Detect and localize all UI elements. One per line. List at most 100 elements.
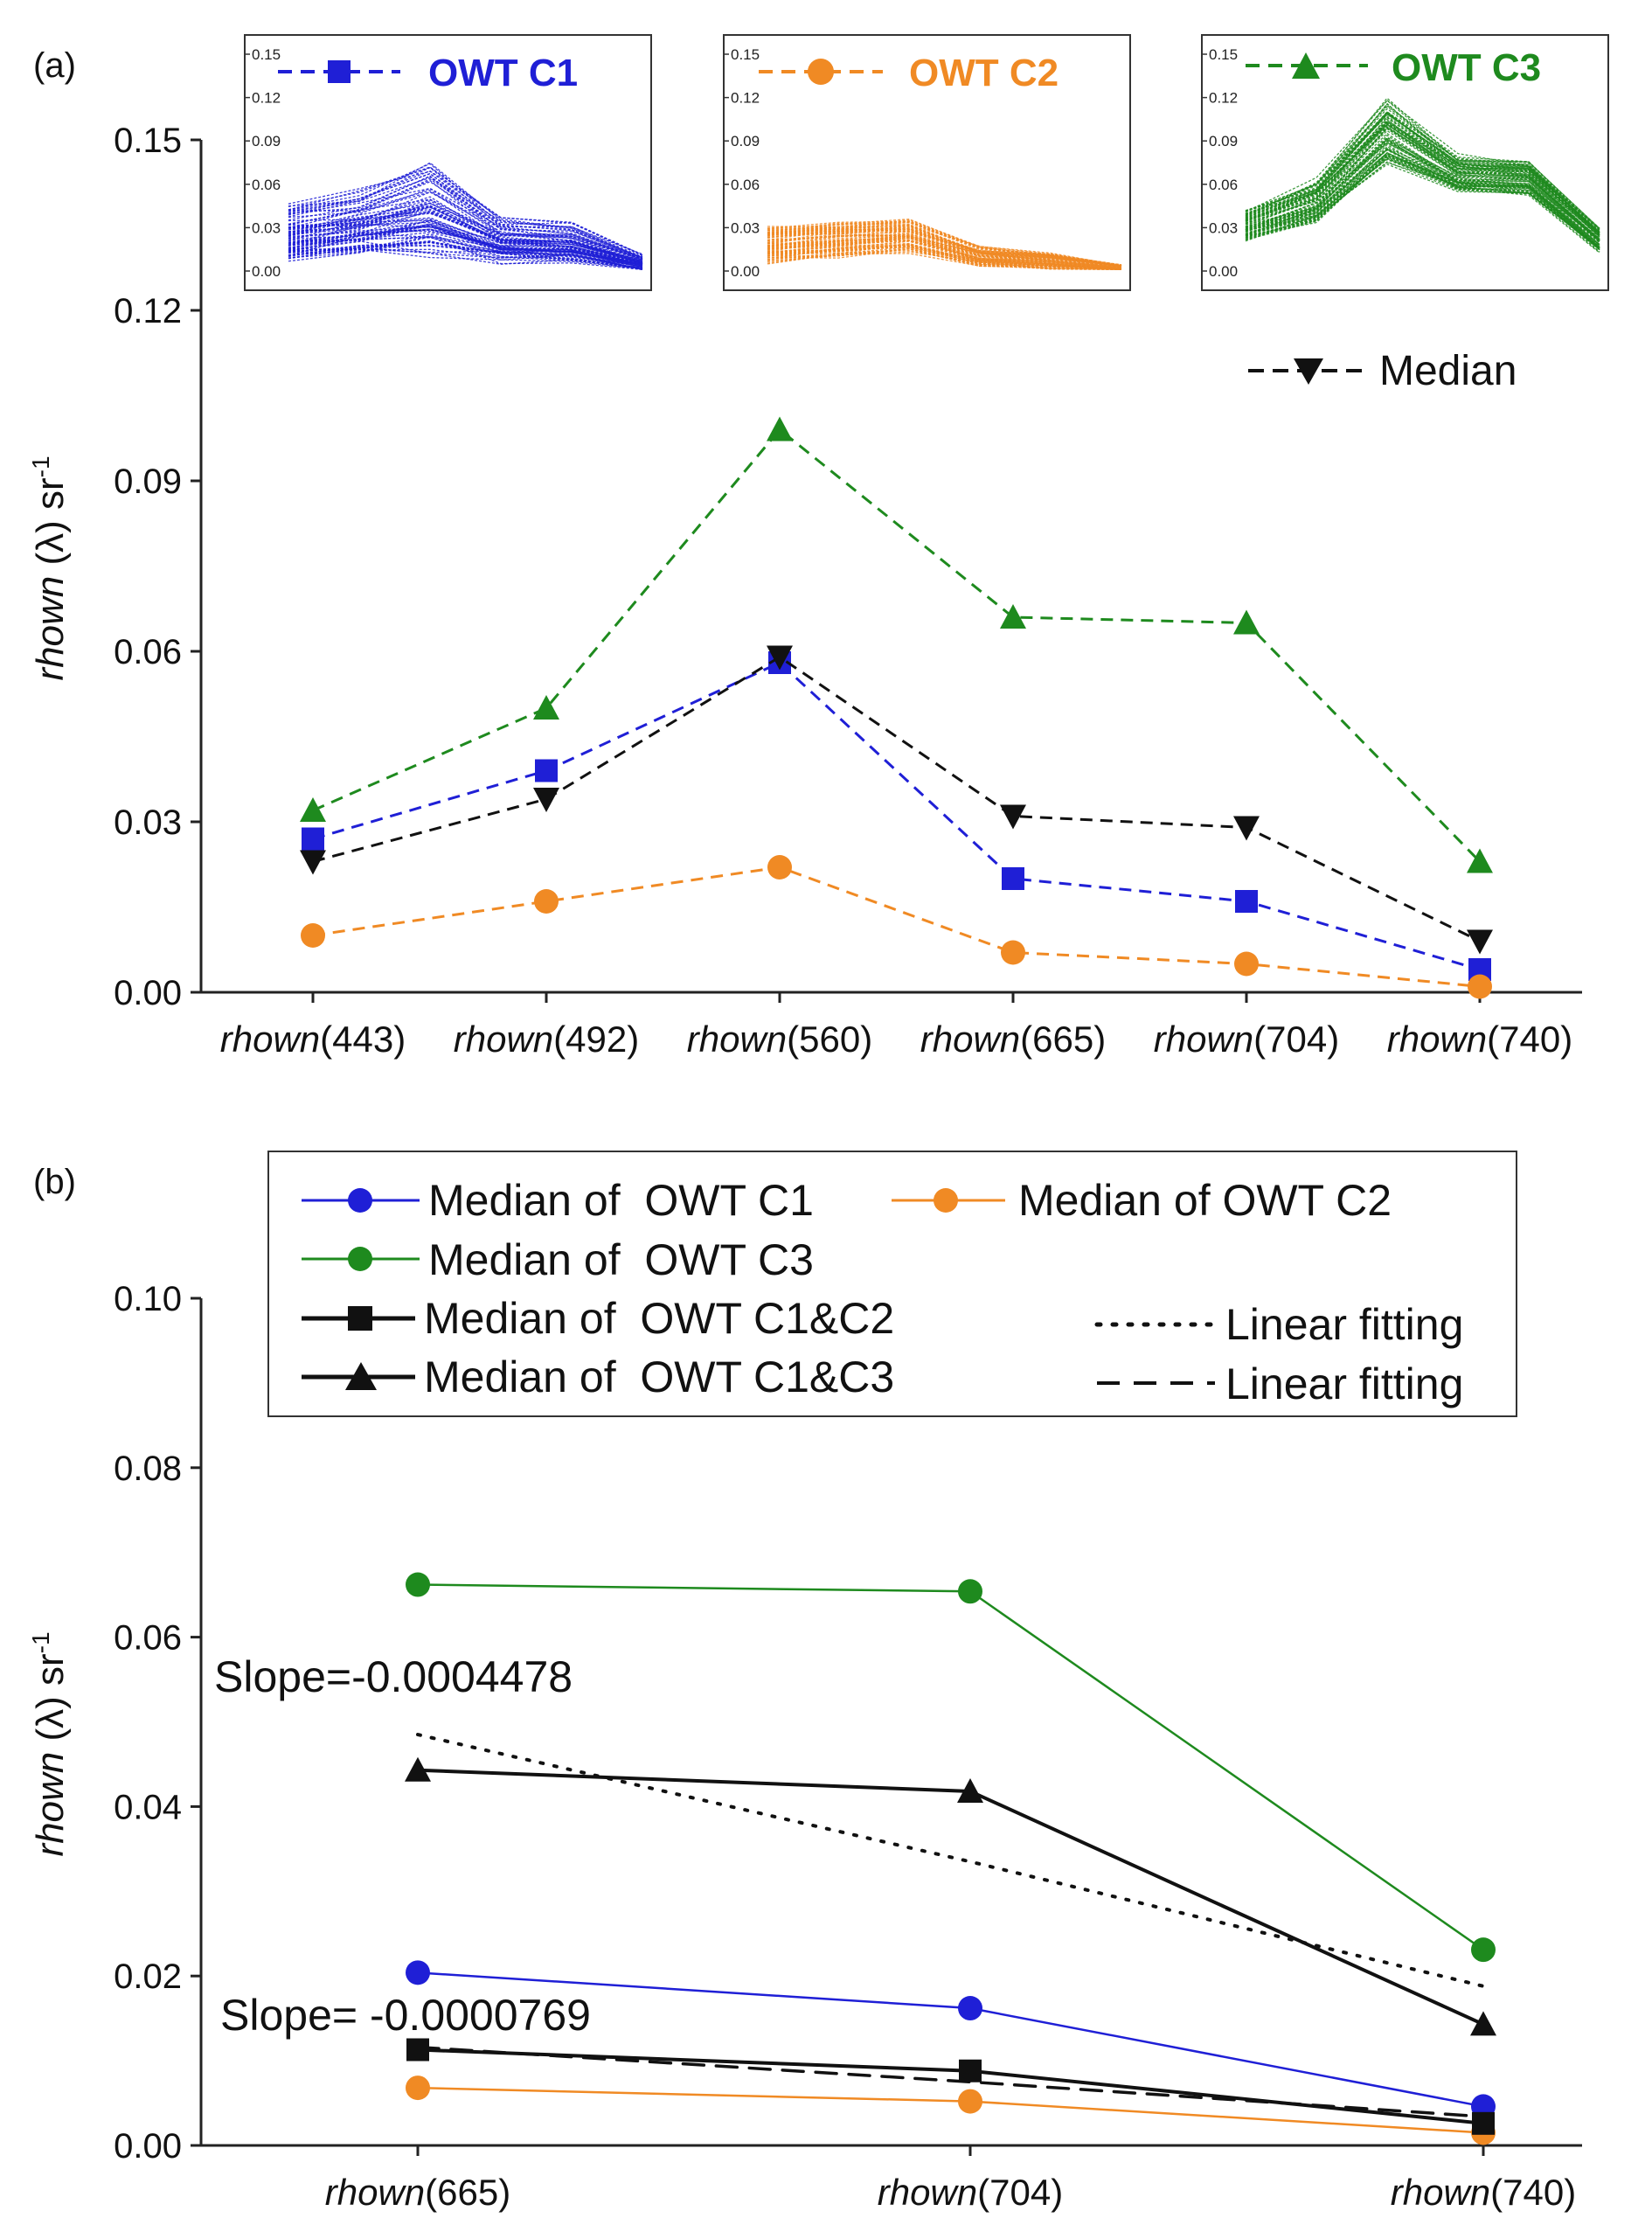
- b-ytick-label: 0.04: [114, 1788, 182, 1826]
- a-series-point: [1468, 974, 1492, 999]
- panel-b-y-axis-label: rhown (λ) sr-1: [27, 1631, 72, 1856]
- inset-spectrum: [767, 234, 1122, 268]
- a-xtick-label-suffix: (560): [787, 1019, 872, 1060]
- a-series-point: [1233, 816, 1260, 841]
- b-series-point: [959, 2059, 982, 2082]
- a-series-point: [300, 797, 326, 822]
- b-series-point: [1471, 1937, 1496, 1963]
- a-series-point: [1467, 848, 1493, 873]
- inset-owt-c3-y-ticks: 0.00 0.03 0.06 0.09 0.12 0.15: [1202, 46, 1238, 280]
- inset-spectrum: [767, 237, 1122, 268]
- b-fit-line: [416, 1733, 1485, 1988]
- inset-spectrum: [288, 223, 643, 266]
- panel-b-x-ticks: rhown(665) rhown(704) rhown(740): [325, 2145, 1576, 2213]
- inset-spectrum: [1245, 121, 1600, 238]
- a-xtick-label-prefix: rhown: [687, 1019, 787, 1060]
- a-series-line: [312, 661, 1481, 971]
- b-series-point: [1472, 2111, 1495, 2135]
- inset-spectrum: [1245, 129, 1600, 240]
- inset-spectrum: [288, 181, 643, 261]
- inset-owt-c2: 0.00 0.03 0.06 0.09 0.12 0.15 OWT C2: [723, 34, 1131, 291]
- b-series-line: [417, 1583, 1484, 1951]
- a-series-point: [1002, 867, 1024, 890]
- inset-owt-c1-spectra: [288, 162, 643, 270]
- inset-spectrum: [288, 220, 643, 266]
- b-xtick-label: rhown(665): [325, 2172, 510, 2213]
- inset-owt-c1-y-ticks: 0.00 0.03 0.06 0.09 0.12 0.15: [245, 46, 281, 280]
- inset-ytick-label: 0.06: [1209, 177, 1238, 193]
- panel-b: (b) 0.000.020.040.060.080.10 rhown(665) r…: [27, 1151, 1582, 2213]
- inset-ytick-label: 0.12: [731, 90, 760, 107]
- a-xtick-label-prefix: rhown: [920, 1019, 1020, 1060]
- legend-label-c1c2: Median of OWT C1&C2: [424, 1294, 894, 1343]
- inset-ytick-label: 0.00: [731, 263, 760, 280]
- inset-spectrum: [767, 229, 1122, 268]
- inset-spectrum: [288, 241, 643, 268]
- b-xtick-label-suffix: (704): [977, 2172, 1063, 2213]
- inset-ytick-label: 0.03: [252, 219, 281, 236]
- inset-spectrum: [288, 237, 643, 267]
- panel-b-label: (b): [33, 1163, 76, 1201]
- b-ytick-label: 0.08: [114, 1450, 182, 1488]
- a-series-line: [312, 655, 1481, 942]
- inset-spectrum: [288, 189, 643, 261]
- inset-spectrum: [1245, 106, 1600, 233]
- inset-ytick-label: 0.00: [1209, 263, 1238, 280]
- inset-ytick-label: 0.09: [731, 133, 760, 149]
- legend-label-c3: Median of OWT C3: [428, 1235, 814, 1284]
- inset-spectrum: [1245, 123, 1600, 237]
- inset-owt-c2-legend-marker: [808, 59, 834, 85]
- inset-ytick-label: 0.15: [731, 46, 760, 63]
- inset-spectrum: [1245, 122, 1600, 238]
- b-series-point: [1470, 2011, 1496, 2036]
- a-series-point: [767, 855, 792, 880]
- inset-spectrum: [288, 191, 643, 260]
- inset-spectrum: [1245, 111, 1600, 229]
- inset-spectrum: [767, 237, 1122, 270]
- inset-ytick-label: 0.12: [1209, 90, 1238, 107]
- legend-item-c1c2: Median of OWT C1&C2: [302, 1294, 894, 1343]
- a-xtick-label-prefix: rhown: [454, 1019, 553, 1060]
- a-ytick-label: 0.09: [114, 462, 182, 501]
- inset-spectrum: [1245, 152, 1600, 249]
- inset-spectrum: [1245, 121, 1600, 233]
- a-xtick-label-suffix: (492): [553, 1019, 639, 1060]
- a-series-point: [1467, 929, 1493, 955]
- legend-label-fit-dotted: Linear fitting: [1225, 1300, 1463, 1349]
- a-ytick-label: 0.15: [114, 122, 182, 160]
- inset-spectrum: [288, 179, 643, 261]
- inset-spectrum: [288, 240, 643, 270]
- inset-spectrum: [1245, 125, 1600, 235]
- inset-spectrum: [288, 198, 643, 260]
- a-series-point: [767, 416, 793, 442]
- a-series-point: [1233, 609, 1260, 635]
- legend-marker-c3: [348, 1247, 372, 1271]
- a-series-point: [535, 759, 558, 782]
- a-xtick-label-suffix: (665): [1020, 1019, 1106, 1060]
- a-series-point: [301, 923, 325, 948]
- a-xtick-label: rhown(665): [920, 1019, 1106, 1060]
- panel-a-label: (a): [33, 46, 76, 85]
- legend-label-c1: Median of OWT C1: [428, 1176, 814, 1225]
- a-xtick-label-suffix: (443): [320, 1019, 406, 1060]
- b-xtick-label-prefix: rhown: [878, 2172, 977, 2213]
- inset-spectrum: [767, 227, 1122, 268]
- inset-owt-c1-legend-label: OWT C1: [428, 52, 578, 94]
- legend-marker-c1: [348, 1188, 372, 1213]
- a-ytick-label: 0.03: [114, 803, 182, 842]
- b-series-line: [417, 2086, 1484, 2134]
- inset-ytick-label: 0.12: [252, 90, 281, 107]
- b-series-point: [406, 1960, 430, 1985]
- inset-ytick-label: 0.06: [731, 177, 760, 193]
- median-legend-label: Median: [1379, 348, 1517, 394]
- b-series-line: [417, 2048, 1484, 2125]
- inset-spectrum: [767, 222, 1122, 266]
- b-series-point: [958, 2089, 982, 2114]
- inset-spectrum: [288, 170, 643, 255]
- inset-spectrum: [767, 246, 1122, 270]
- inset-spectrum: [1245, 100, 1600, 229]
- panel-a-series: [300, 416, 1493, 999]
- inset-spectrum: [288, 221, 643, 267]
- panel-b-series: [405, 1572, 1496, 2145]
